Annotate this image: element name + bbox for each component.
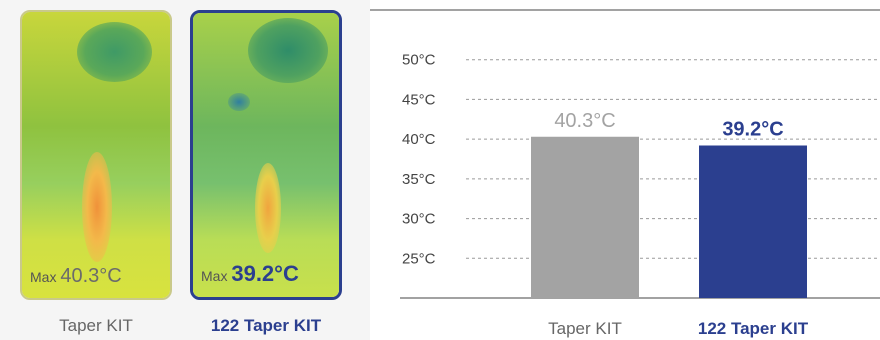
bar-chart: 25°C 30°C 35°C 40°C 45°C 50°C 40.3°C Taper KIT 3… (370, 9, 880, 338)
y-tick-label: 30°C (402, 211, 436, 228)
bar (699, 145, 807, 298)
image-label-taper-kit: Taper KIT (59, 316, 133, 335)
bar (531, 136, 639, 298)
y-tick-label: 25°C (402, 250, 436, 267)
data-label: 39.2°C (722, 118, 783, 140)
category-label: 122 Taper KIT (698, 319, 809, 338)
max-prefix: Max (201, 268, 228, 284)
thermal-image-122-taper-kit: Max 39.2°C (190, 10, 342, 300)
thermal-tool-shape (77, 22, 152, 82)
max-value: 39.2°C (231, 261, 299, 286)
thermal-image-taper-kit: Max 40.3°C (20, 10, 172, 300)
data-label: 40.3°C (554, 110, 615, 132)
image-label-122-taper-kit: 122 Taper KIT (210, 316, 322, 335)
thermal-tool-shape (248, 18, 328, 83)
max-prefix: Max (30, 269, 57, 285)
thermal-cold-spot (228, 93, 250, 111)
thermal-hotspot (82, 152, 112, 262)
max-overlay: Max 39.2°C (201, 261, 299, 287)
bar-chart-panel: 25°C 30°C 35°C 40°C 45°C 50°C 40.3°C Taper KIT 3… (370, 0, 880, 340)
max-overlay: Max 40.3°C (30, 265, 122, 288)
y-tick-label: 45°C (402, 91, 436, 108)
y-tick-label: 50°C (402, 52, 436, 69)
y-tick-label: 40°C (402, 131, 436, 148)
thermal-hotspot (255, 163, 281, 253)
max-value: 40.3°C (60, 265, 122, 287)
y-tick-label: 35°C (402, 171, 436, 188)
category-label: Taper KIT (548, 319, 622, 338)
